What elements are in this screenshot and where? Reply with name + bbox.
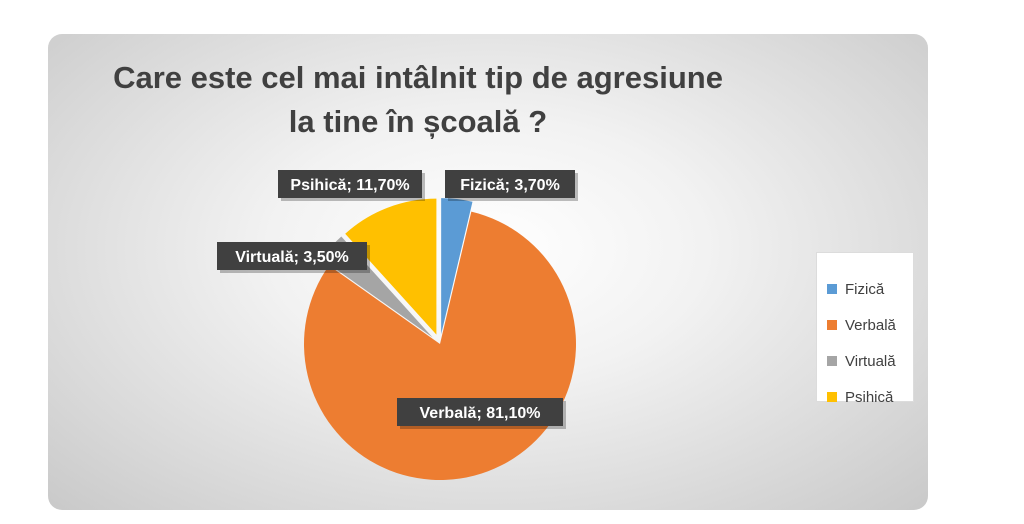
chart-title-line-2: la tine în școală ? — [288, 104, 548, 139]
legend-swatch-virtuala — [827, 356, 837, 366]
legend-item-virtuala: Virtuală — [827, 351, 896, 371]
pie-slice-psihica — [345, 198, 437, 335]
data-label-psihica: Psihică; 11,70% — [278, 170, 425, 201]
legend-item-fizica: Fizică — [827, 279, 884, 299]
data-label-verbala: Verbală; 81,10% — [397, 398, 566, 429]
data-label-text-psihica: Psihică; 11,70% — [290, 177, 409, 194]
legend-label-psihica: Psihică — [845, 388, 894, 406]
legend-label-verbala: Verbală — [845, 316, 896, 334]
legend-swatch-fizica — [827, 284, 837, 294]
legend-swatch-verbala — [827, 320, 837, 330]
chart-area: Care este cel mai intâlnit tip de agresi… — [48, 34, 928, 510]
data-label-text-virtuala: Virtuală; 3,50% — [235, 249, 349, 266]
legend-label-fizica: Fizică — [845, 280, 885, 298]
legend-label-virtuala: Virtuală — [845, 352, 896, 370]
pie-chart: Fizică; 3,70% Verbală; 81,10% Virtuală; 3,… — [217, 170, 578, 480]
data-label-virtuala: Virtuală; 3,50% — [217, 242, 370, 273]
legend: Fizică Verbală Virtuală Psihică — [816, 252, 914, 406]
legend-item-psihica: Psihică — [827, 387, 893, 407]
legend-item-verbala: Verbală — [827, 315, 896, 335]
data-label-text-verbala: Verbală; 81,10% — [420, 405, 541, 422]
legend-swatch-psihica — [827, 392, 837, 402]
chart-title-line-1: Care este cel mai intâlnit tip de agresi… — [113, 60, 723, 95]
chart-title: Care este cel mai intâlnit tip de agresi… — [48, 56, 788, 144]
data-label-fizica: Fizică; 3,70% — [445, 170, 578, 201]
pie-slice-fizica — [441, 198, 473, 335]
data-label-text-fizica: Fizică; 3,70% — [460, 177, 560, 194]
